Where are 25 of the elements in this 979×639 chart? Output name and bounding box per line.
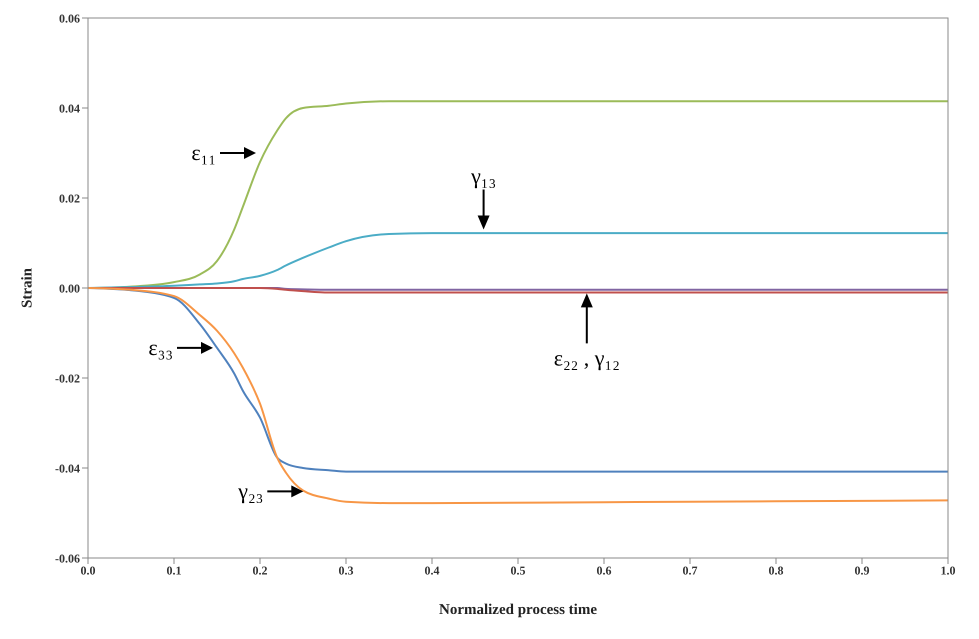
x-tick-label: 0.2 xyxy=(252,564,268,578)
x-tick-label: 0.9 xyxy=(854,564,870,578)
y-tick-label: 0.06 xyxy=(59,11,80,26)
annotation: γ₁₃ xyxy=(470,164,496,188)
x-tick-label: 0.3 xyxy=(338,564,354,578)
y-tick-label: -0.04 xyxy=(55,461,80,476)
annotation: γ₂₃ xyxy=(237,478,264,504)
annotation: ε₃₃ xyxy=(148,334,173,360)
x-tick-label: 0.1 xyxy=(166,564,182,578)
x-tick-label: 0.6 xyxy=(596,564,612,578)
x-tick-label: 0.8 xyxy=(768,564,784,578)
y-tick-label: -0.06 xyxy=(55,551,80,566)
y-axis-title: Strain xyxy=(19,267,36,308)
x-tick-label: 0.4 xyxy=(424,564,440,578)
x-tick-label: 0.0 xyxy=(80,564,96,578)
x-axis-title: Normalized process time xyxy=(438,602,598,618)
annotation: ε₂₂ , γ₁₂ xyxy=(554,345,620,370)
y-tick-label: -0.02 xyxy=(55,371,80,386)
y-tick-label: 0.02 xyxy=(59,191,80,206)
x-tick-label: 0.5 xyxy=(510,564,526,578)
y-tick-label: 0.00 xyxy=(59,281,80,296)
x-tick-label: 1.0 xyxy=(940,564,956,578)
y-tick-label: 0.04 xyxy=(59,101,80,116)
annotation: ε₁₁ xyxy=(191,140,216,165)
x-tick-label: 0.7 xyxy=(682,564,698,578)
